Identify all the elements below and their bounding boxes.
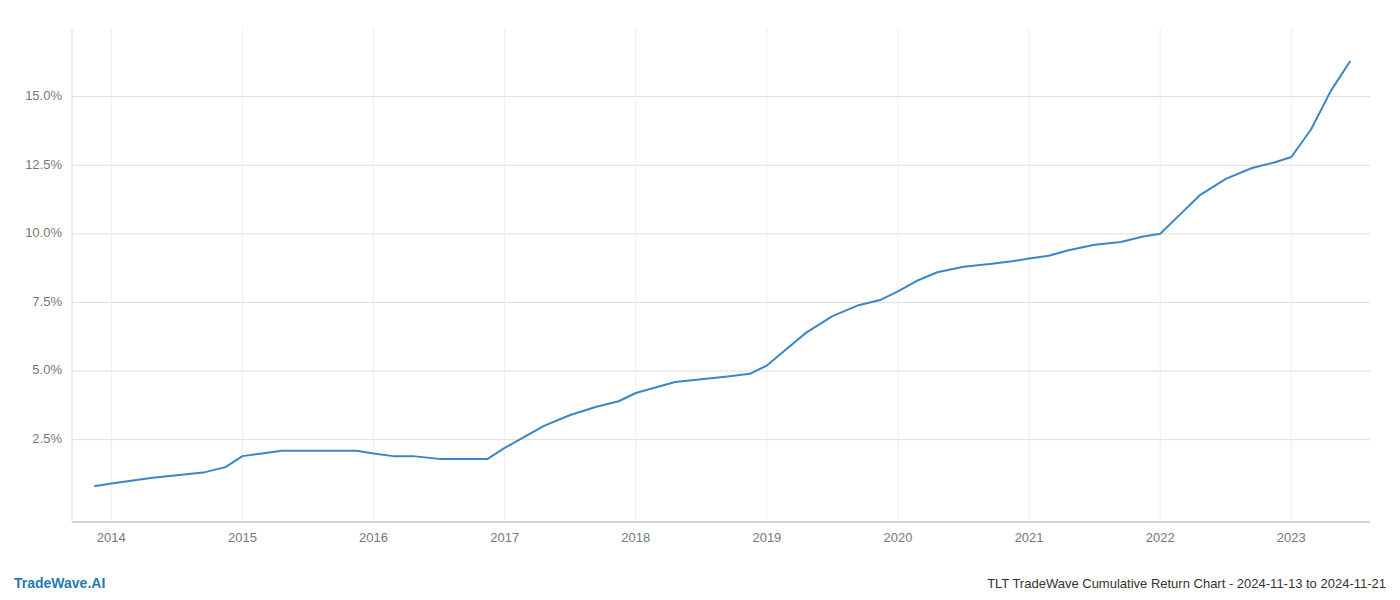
plot-area <box>94 61 1350 486</box>
x-tick-label: 2017 <box>490 530 519 545</box>
grid-line <box>1160 28 1161 522</box>
x-tick-label: 2018 <box>621 530 650 545</box>
grid-line <box>1029 28 1030 522</box>
x-tick-label: 2022 <box>1146 530 1175 545</box>
grid-line <box>72 439 1370 440</box>
tick-labels: 2.5% 5.0% 7.5% 10.0% 12.5% 15.0% 2014 2015 2016 2… <box>25 88 1306 545</box>
chart: 2.5% 5.0% 7.5% 10.0% 12.5% 15.0% 2014 2015 2016 2… <box>0 0 1400 600</box>
grid-line <box>72 96 1370 97</box>
x-tick-label: 2023 <box>1277 530 1306 545</box>
grid <box>72 28 1370 522</box>
grid-line <box>72 371 1370 372</box>
grid-line <box>242 28 243 522</box>
y-tick-label: 2.5% <box>32 431 62 446</box>
grid-line <box>111 28 112 522</box>
x-tick-label: 2014 <box>97 530 126 545</box>
y-tick-label: 15.0% <box>25 88 62 103</box>
line <box>94 61 1350 486</box>
grid-line <box>373 28 374 522</box>
grid-line <box>72 302 1370 303</box>
x-tick-label: 2021 <box>1015 530 1044 545</box>
x-tick-label: 2016 <box>359 530 388 545</box>
x-tick-label: 2019 <box>752 530 781 545</box>
x-axis-line <box>72 522 1370 523</box>
grid-line <box>635 28 636 522</box>
grid-line <box>898 28 899 522</box>
watermark: TradeWave.AI <box>14 575 105 591</box>
y-axis-line <box>72 28 73 522</box>
y-tick-label: 5.0% <box>32 362 62 377</box>
title: TLT TradeWave Cumulative Return Chart - … <box>987 576 1386 591</box>
grid-line <box>1291 28 1292 522</box>
x-tick-label: 2015 <box>228 530 257 545</box>
y-tick-label: 10.0% <box>25 225 62 240</box>
grid-line <box>766 28 767 522</box>
x-tick-label: 2020 <box>884 530 913 545</box>
y-tick-label: 12.5% <box>25 157 62 172</box>
grid-line <box>72 233 1370 234</box>
y-tick-label: 7.5% <box>32 294 62 309</box>
grid-line <box>72 165 1370 166</box>
